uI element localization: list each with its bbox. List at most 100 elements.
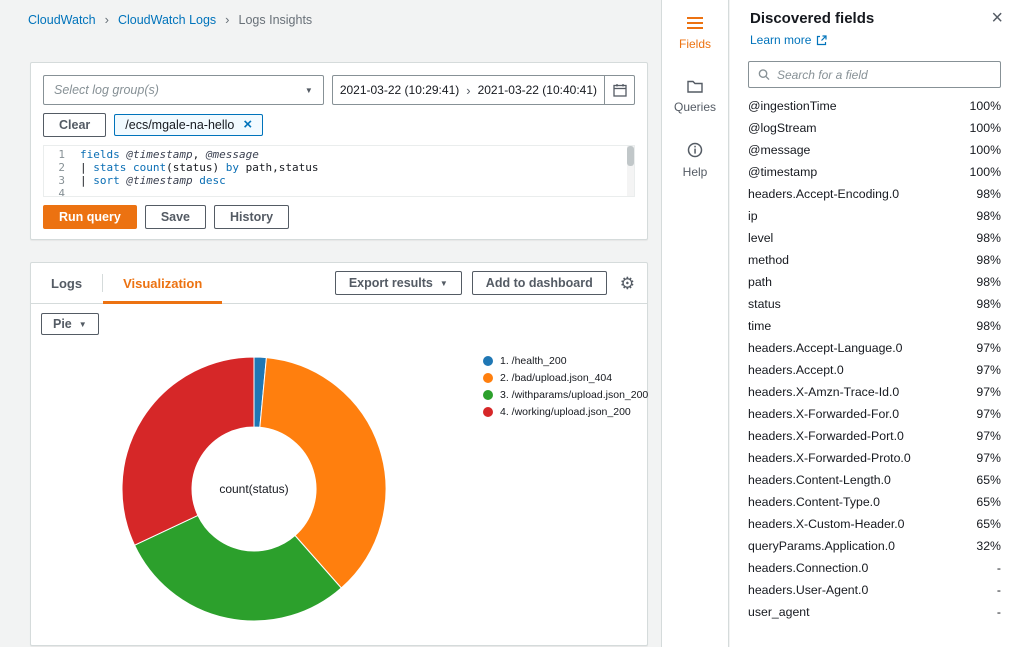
field-name: status bbox=[748, 297, 781, 311]
field-row[interactable]: level 98% bbox=[730, 227, 1019, 249]
editor-code-line[interactable]: | sort @timestamp desc bbox=[80, 174, 226, 187]
tab-logs[interactable]: Logs bbox=[31, 263, 102, 303]
field-row[interactable]: headers.X-Forwarded-Port.0 97% bbox=[730, 425, 1019, 447]
editor-code-line[interactable] bbox=[80, 187, 634, 196]
legend-item[interactable]: 1. /health_200 bbox=[483, 355, 648, 367]
field-percentage: 98% bbox=[976, 253, 1001, 267]
field-row[interactable]: queryParams.Application.0 32% bbox=[730, 535, 1019, 557]
pie-slice[interactable] bbox=[121, 356, 255, 546]
export-results-label: Export results bbox=[348, 276, 433, 290]
settings-gear-icon[interactable]: ⚙ bbox=[619, 273, 635, 293]
editor-code-line[interactable]: | stats count(status) by path,status bbox=[80, 161, 319, 174]
editor-scrollbar[interactable] bbox=[627, 146, 634, 196]
field-row[interactable]: @timestamp 100% bbox=[730, 161, 1019, 183]
field-name: headers.Content-Length.0 bbox=[748, 473, 891, 487]
field-row[interactable]: headers.Connection.0 - bbox=[730, 557, 1019, 579]
toolbar-item-queries[interactable]: Queries bbox=[674, 79, 716, 114]
field-percentage: 97% bbox=[976, 429, 1001, 443]
chart-type-label: Pie bbox=[53, 317, 72, 331]
legend-item[interactable]: 4. /working/upload.json_200 bbox=[483, 406, 648, 418]
chart-type-selector[interactable]: Pie ▼ bbox=[41, 313, 99, 335]
field-row[interactable]: headers.Accept-Language.0 97% bbox=[730, 337, 1019, 359]
log-group-select-placeholder: Select log group(s) bbox=[54, 83, 159, 97]
field-name: queryParams.Application.0 bbox=[748, 539, 895, 553]
tab-visualization-label: Visualization bbox=[123, 275, 203, 291]
field-row[interactable]: method 98% bbox=[730, 249, 1019, 271]
close-icon[interactable]: × bbox=[991, 7, 1003, 29]
chevron-down-icon: ▼ bbox=[304, 85, 313, 95]
tab-divider bbox=[102, 274, 104, 292]
field-name: headers.Accept-Language.0 bbox=[748, 341, 903, 355]
chart-legend: 1. /health_200 2. /bad/upload.json_404 3. … bbox=[483, 355, 648, 418]
date-range-picker[interactable]: 2021-03-22 (10:29:41) › 2021-03-22 (10:4… bbox=[331, 75, 635, 105]
editor-scrollbar-thumb[interactable] bbox=[627, 146, 634, 166]
field-row[interactable]: headers.User-Agent.0 - bbox=[730, 579, 1019, 601]
field-percentage: - bbox=[996, 583, 1001, 597]
field-row[interactable]: headers.X-Forwarded-Proto.0 97% bbox=[730, 447, 1019, 469]
field-row[interactable]: ip 98% bbox=[730, 205, 1019, 227]
editor-code[interactable]: fields @timestamp, @message | stats count… bbox=[72, 146, 634, 196]
field-row[interactable]: headers.X-Custom-Header.0 65% bbox=[730, 513, 1019, 535]
legend-label: 2. /bad/upload.json_404 bbox=[500, 372, 613, 384]
toolbar-item-fields[interactable]: Fields bbox=[679, 16, 711, 51]
pie-slice[interactable] bbox=[133, 514, 342, 622]
clear-button[interactable]: Clear bbox=[43, 113, 107, 137]
learn-more-link[interactable]: Learn more bbox=[750, 33, 827, 47]
field-percentage: 100% bbox=[969, 143, 1001, 157]
field-name: headers.X-Custom-Header.0 bbox=[748, 517, 905, 531]
tab-visualization[interactable]: Visualization bbox=[103, 263, 223, 304]
field-name: headers.Accept-Encoding.0 bbox=[748, 187, 900, 201]
field-row[interactable]: headers.Accept.0 97% bbox=[730, 359, 1019, 381]
field-percentage: 98% bbox=[976, 275, 1001, 289]
field-row[interactable]: headers.X-Forwarded-For.0 97% bbox=[730, 403, 1019, 425]
field-search-input[interactable] bbox=[776, 67, 991, 82]
date-range-start[interactable]: 2021-03-22 (10:29:41) bbox=[339, 83, 460, 97]
chevron-down-icon: ▼ bbox=[439, 278, 448, 288]
legend-label: 4. /working/upload.json_200 bbox=[500, 406, 631, 418]
log-group-select[interactable]: Select log group(s) ▼ bbox=[43, 75, 324, 105]
legend-item[interactable]: 3. /withparams/upload.json_200 bbox=[483, 389, 648, 401]
toolbar-item-help-label: Help bbox=[682, 165, 708, 179]
toolbar-item-fields-label: Fields bbox=[678, 37, 711, 51]
field-percentage: 65% bbox=[976, 517, 1001, 531]
field-percentage: 97% bbox=[976, 407, 1001, 421]
toolbar-item-help[interactable]: Help bbox=[682, 142, 708, 179]
legend-color-swatch bbox=[483, 356, 493, 366]
field-row[interactable]: status 98% bbox=[730, 293, 1019, 315]
breadcrumb-item[interactable]: CloudWatch Logs bbox=[117, 12, 217, 27]
field-row[interactable]: @logStream 100% bbox=[730, 117, 1019, 139]
side-toolbar: Fields Queries Help bbox=[661, 0, 729, 647]
editor-line-number: 2 bbox=[58, 161, 65, 174]
field-row[interactable]: headers.Accept-Encoding.0 98% bbox=[730, 183, 1019, 205]
field-row[interactable]: headers.Content-Length.0 65% bbox=[730, 469, 1019, 491]
field-row[interactable]: @message 100% bbox=[730, 139, 1019, 161]
calendar-button[interactable] bbox=[604, 76, 634, 104]
pie-chart: count(status) bbox=[121, 356, 387, 622]
field-name: method bbox=[748, 253, 790, 267]
remove-tag-icon[interactable]: × bbox=[243, 116, 253, 133]
pie-slice[interactable] bbox=[259, 357, 387, 589]
editor-code-line[interactable]: fields @timestamp, @message bbox=[80, 148, 259, 161]
field-row[interactable]: user_agent - bbox=[730, 601, 1019, 623]
field-row[interactable]: time 98% bbox=[730, 315, 1019, 337]
breadcrumb-item[interactable]: CloudWatch bbox=[28, 12, 96, 27]
run-query-button[interactable]: Run query bbox=[43, 205, 137, 229]
legend-label: 3. /withparams/upload.json_200 bbox=[500, 389, 649, 401]
field-row[interactable]: headers.Content-Type.0 65% bbox=[730, 491, 1019, 513]
field-row[interactable]: headers.X-Amzn-Trace-Id.0 97% bbox=[730, 381, 1019, 403]
field-name: path bbox=[748, 275, 772, 289]
date-range-end[interactable]: 2021-03-22 (10:40:41) bbox=[477, 83, 597, 97]
breadcrumb: CloudWatch › CloudWatch Logs › Logs Insights bbox=[28, 12, 312, 27]
field-percentage: 98% bbox=[976, 209, 1001, 223]
legend-item[interactable]: 2. /bad/upload.json_404 bbox=[483, 372, 648, 384]
fields-list-icon bbox=[686, 17, 703, 29]
history-button[interactable]: History bbox=[214, 205, 290, 229]
field-name: level bbox=[748, 231, 774, 245]
field-row[interactable]: @ingestionTime 100% bbox=[730, 95, 1019, 117]
add-to-dashboard-button[interactable]: Add to dashboard bbox=[471, 271, 607, 295]
export-results-button[interactable]: Export results ▼ bbox=[334, 271, 462, 295]
save-button[interactable]: Save bbox=[144, 205, 207, 229]
field-row[interactable]: path 98% bbox=[730, 271, 1019, 293]
